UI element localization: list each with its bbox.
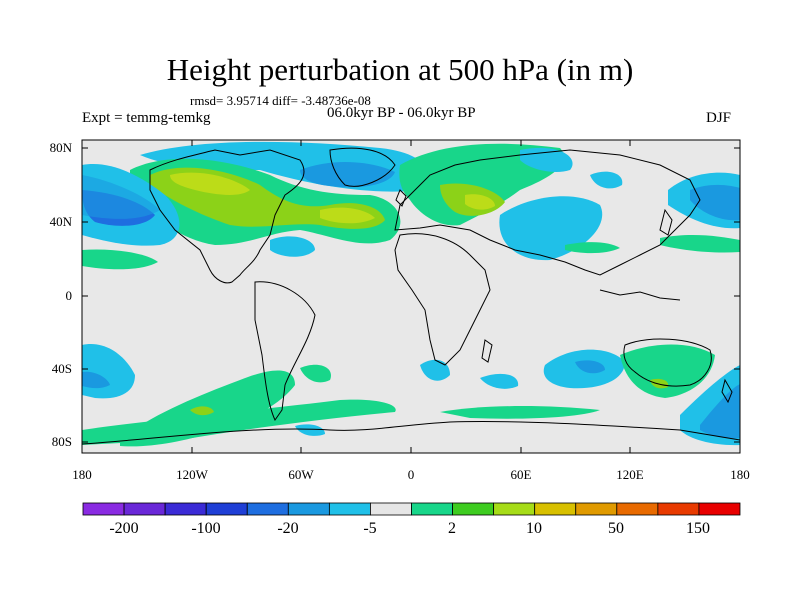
colorbar (82, 502, 741, 516)
contour-neg-drake (295, 424, 325, 436)
lat-label-80n: 80N (49, 140, 72, 155)
lat-label-40s: 40S (51, 361, 72, 376)
lat-label-40n: 40N (49, 214, 72, 229)
contour-neg-greenland-core (300, 161, 395, 188)
contour-pos-pacific-strip (82, 249, 158, 270)
coastline-indonesia (599, 289, 681, 301)
coastline-antarctica (81, 421, 741, 445)
coastline-eurasia (394, 149, 701, 276)
experiment-label: Expt = temmg-temkg (82, 110, 211, 126)
contour-fills (82, 141, 740, 447)
lon-label-120e: 120E (616, 467, 644, 482)
contour-pos-south-pacific-inner (190, 406, 214, 416)
contour-neg-east-pacific-core (690, 184, 740, 221)
colorbar-swatch (534, 502, 577, 516)
colorbar-swatch (657, 502, 700, 516)
colorbar-swatch (370, 502, 412, 516)
coastline-africa (394, 233, 491, 366)
contour-pos-eurasia (399, 143, 565, 226)
colorbar-swatch (411, 502, 453, 516)
contour-pos-asia-strip (565, 242, 620, 254)
lat-label-0: 0 (65, 288, 73, 303)
colorbar-swatch (493, 502, 536, 516)
lon-label-60e: 60E (510, 467, 532, 482)
colorbar-swatch (616, 502, 659, 516)
contour-pos-south-indian-strip (440, 406, 600, 419)
contour-pos-north-america-high (170, 172, 250, 195)
coastline-new-zealand (721, 378, 733, 404)
colorbar-label: 2 (448, 520, 456, 537)
colorbar-swatch (287, 502, 330, 516)
contour-neg-south-indian (480, 373, 519, 389)
lon-ticks (81, 140, 741, 453)
contour-neg-siberia-blob (590, 171, 623, 189)
coastline-greenland (329, 147, 396, 187)
stats-text: rmsd= 3.95714 diff= -3.48736e-08 (190, 93, 371, 108)
lon-label-120w: 120W (176, 467, 208, 482)
coastline-uk (395, 189, 407, 207)
contour-pos-eurasia-high (465, 194, 495, 210)
colorbar-label: 50 (608, 520, 624, 537)
contour-neg-indian-ocean-core (575, 360, 605, 374)
lat-ticks (82, 147, 740, 443)
map-title: Height perturbation at 500 hPa (in m) (166, 52, 634, 87)
colorbar-swatch (328, 502, 371, 516)
lon-label-60w: 60W (288, 467, 314, 482)
contour-neg-pacific-inner (82, 175, 160, 219)
colorbar-label: -100 (191, 520, 221, 537)
colorbar-label: -20 (277, 520, 299, 537)
colorbar-swatch (123, 502, 166, 516)
colorbar-label: 10 (526, 520, 542, 537)
coastline-south-america (254, 281, 316, 421)
colorbar-swatch (452, 502, 495, 516)
colorbar-label: 150 (686, 520, 710, 537)
coastline-australia (623, 338, 712, 387)
colorbar-label: -5 (363, 520, 377, 537)
colorbar-swatch (164, 502, 207, 516)
lon-label-180w: 180 (72, 467, 92, 482)
lon-label-180e: 180 (730, 467, 750, 482)
contour-pos-west-pacific (660, 234, 740, 253)
colorbar-swatch (82, 502, 125, 516)
coastline-japan (659, 208, 673, 236)
colorbar-swatch (205, 502, 248, 516)
lon-label-0: 0 (407, 467, 415, 482)
coastlines (81, 147, 741, 445)
coastline-madagascar (481, 339, 493, 363)
contour-neg-south-africa (420, 359, 450, 381)
contour-pos-southern-ocean (82, 399, 396, 445)
colorbar-label: -200 (109, 520, 139, 537)
contour-pos-south-atlantic (300, 364, 331, 383)
coastline-north-america (149, 149, 305, 284)
colorbar-swatch (246, 502, 289, 516)
lat-label-80s: 80S (51, 434, 72, 449)
colorbar-swatch (698, 502, 741, 516)
contour-pos-australia-core (650, 378, 669, 389)
season-label: DJF (706, 110, 732, 126)
contour-neg-south-pacific-core (82, 371, 110, 389)
contour-pos-atlantic-high (320, 207, 375, 224)
contour-neg-atlantic-blob (270, 236, 315, 257)
colorbar-swatch (575, 502, 618, 516)
period-text: 06.0kyr BP - 06.0kyr BP (327, 105, 476, 121)
